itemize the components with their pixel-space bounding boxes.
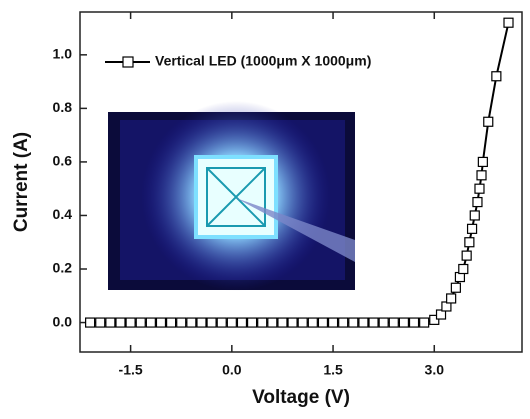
data-point (476, 170, 487, 181)
data-point (216, 317, 227, 328)
x-tick-label: -1.5 (119, 362, 143, 378)
legend-label: Vertical LED (1000μm X 1000μm) (155, 53, 371, 69)
data-point (419, 317, 430, 328)
data-point (429, 314, 440, 325)
inset-photo (108, 101, 355, 291)
data-point (378, 317, 389, 328)
data-point (338, 317, 349, 328)
data-point (115, 317, 126, 328)
data-point (257, 317, 268, 328)
data-point (186, 317, 197, 328)
data-point (95, 317, 106, 328)
data-point (196, 317, 207, 328)
data-point (125, 317, 136, 328)
data-point (85, 317, 96, 328)
data-point (408, 317, 420, 328)
x-axis-title: Voltage (V) (252, 387, 350, 408)
data-point (464, 237, 475, 248)
data-point (491, 71, 502, 82)
data-point (503, 17, 514, 28)
data-point (483, 116, 494, 127)
data-point (469, 210, 480, 221)
data-point (398, 317, 410, 328)
y-tick-label: 0.8 (53, 99, 73, 115)
data-point (317, 317, 329, 328)
data-point (477, 156, 488, 168)
data-point (368, 317, 379, 328)
data-point (446, 293, 457, 304)
data-point (450, 282, 461, 293)
y-axis-title: Current (A) (11, 132, 32, 232)
data-point (474, 183, 485, 194)
data-point (206, 317, 217, 328)
legend-marker (122, 56, 134, 68)
data-point (165, 317, 177, 328)
y-tick-label: 0.2 (53, 260, 73, 276)
data-point (388, 317, 399, 328)
data-point (155, 317, 167, 328)
data-point (246, 317, 258, 328)
data-point (435, 309, 447, 320)
data-point (466, 223, 478, 234)
data-point (277, 317, 288, 328)
x-tick-label: 1.5 (323, 362, 343, 378)
y-tick-label: 1.0 (53, 46, 73, 62)
data-point (327, 317, 339, 328)
data-point (287, 317, 298, 328)
data-point (236, 317, 248, 328)
data-point (176, 317, 187, 328)
data-point (358, 317, 369, 328)
data-point (297, 317, 308, 328)
data-point (135, 317, 146, 328)
data-point (105, 317, 116, 328)
data-point (226, 317, 237, 328)
y-tick-label: 0.0 (53, 313, 73, 329)
data-point (145, 317, 156, 328)
data-point (267, 317, 278, 328)
data-point (461, 250, 472, 261)
plot-frame (79, 11, 523, 353)
data-point (307, 317, 318, 328)
x-tick-label: 3.0 (425, 362, 445, 378)
data-point (458, 263, 469, 275)
x-tick-label: 0.0 (222, 362, 242, 378)
y-tick-label: 0.6 (53, 153, 73, 169)
data-point (472, 196, 483, 208)
data-point (348, 317, 359, 328)
y-tick-label: 0.4 (53, 206, 73, 222)
